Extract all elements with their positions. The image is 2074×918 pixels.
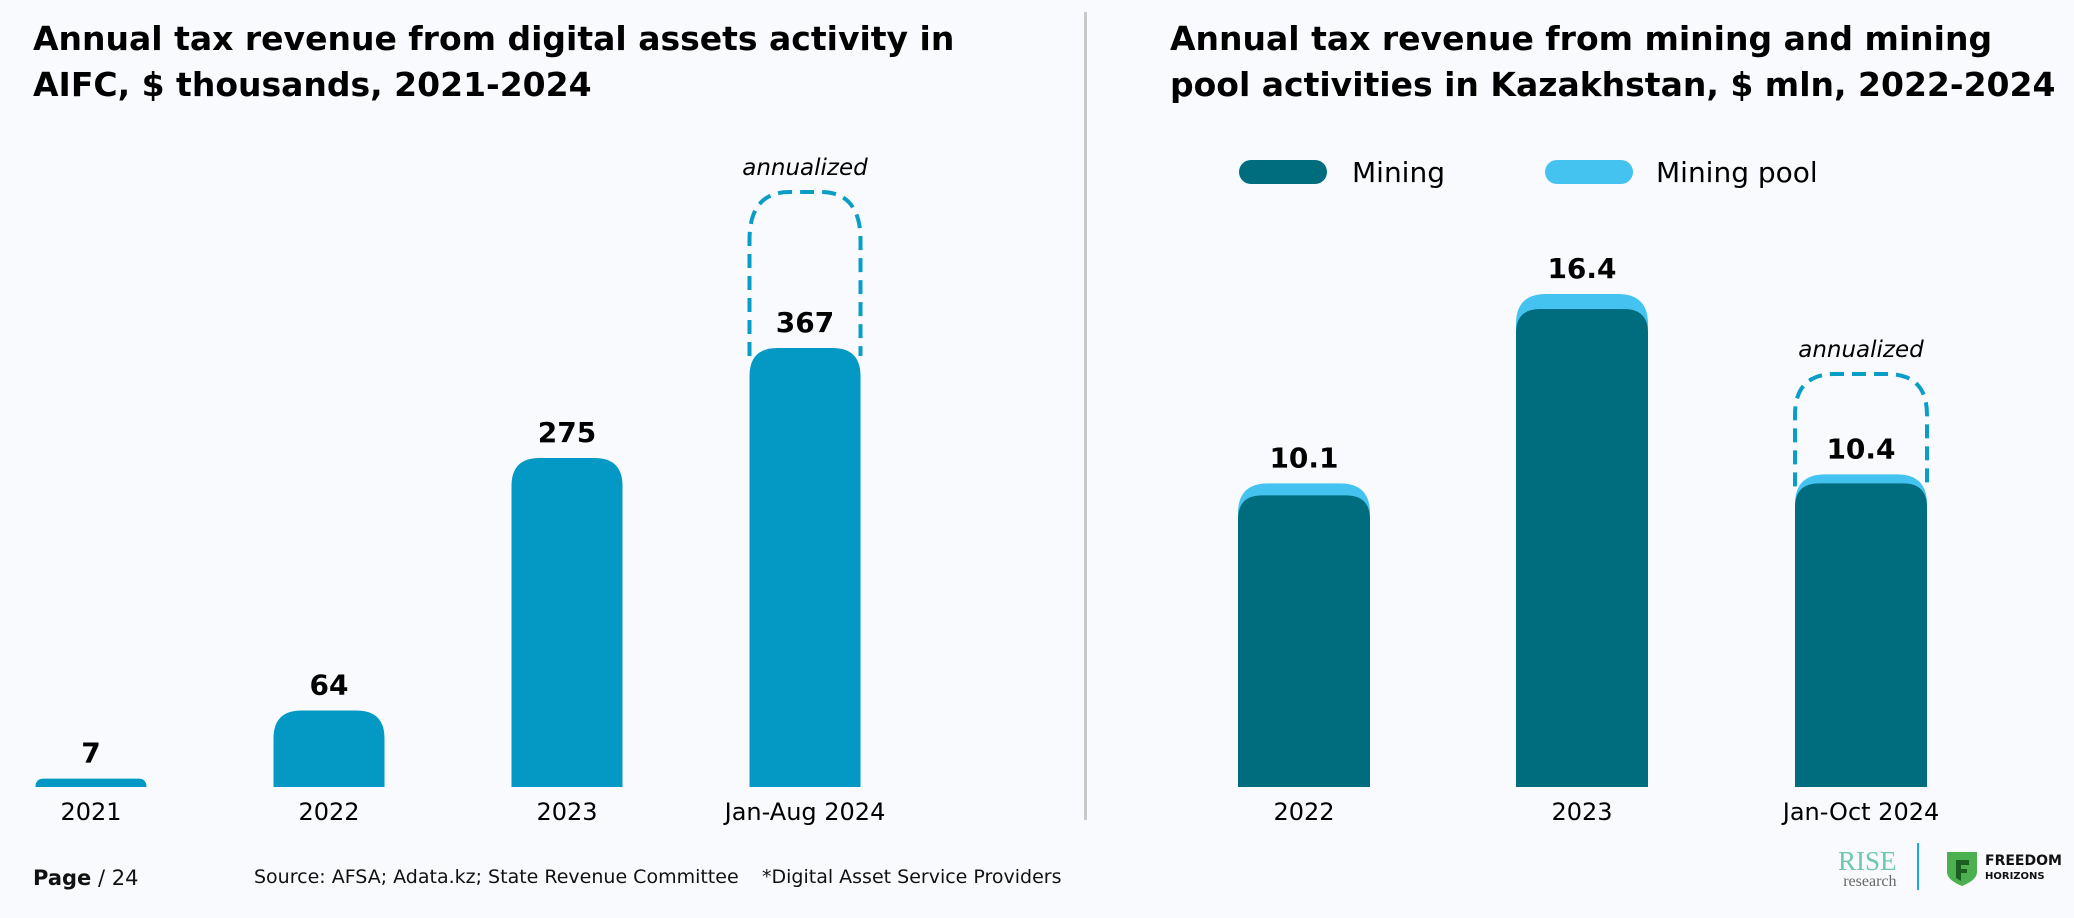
category-label: 2023	[1551, 798, 1612, 826]
rise-logo-sub: research	[1843, 873, 1897, 890]
legend-swatch-mining-pool	[1545, 160, 1633, 184]
category-label: Jan-Oct 2024	[1781, 798, 1940, 826]
total-label: 10.1	[1269, 441, 1338, 474]
data-label: 275	[538, 416, 596, 449]
footnote: *Digital Asset Service Providers	[762, 866, 1062, 888]
source-note: Source: AFSA; Adata.kz; State Revenue Co…	[254, 866, 739, 888]
bar-segment-mining	[1516, 309, 1648, 787]
category-label: 2023	[536, 798, 597, 826]
category-label: 2022	[298, 798, 359, 826]
data-label: 64	[310, 668, 349, 701]
divider	[1084, 12, 1087, 820]
total-label: 10.4	[1826, 432, 1895, 465]
page-label: Page	[33, 866, 92, 890]
category-label: 2021	[60, 798, 121, 826]
freedom-logo-text: FREEDOM	[1985, 853, 2062, 869]
page-number: / 24	[97, 866, 139, 890]
rise-research-logo: RISE research	[1838, 848, 1897, 890]
bar-2021	[35, 778, 147, 787]
shield-icon	[1947, 852, 1977, 886]
logo-separator	[1917, 843, 1919, 890]
annualized-label: annualized	[742, 155, 868, 181]
bar-2022	[273, 710, 385, 787]
bar-Jan-Aug 2024	[749, 348, 861, 787]
annualized-outline	[747, 190, 863, 356]
annualized-outline	[1793, 372, 1929, 487]
page-indicator: Page / 24	[33, 866, 138, 890]
category-label: Jan-Aug 2024	[723, 798, 886, 826]
rise-logo-text: RISE	[1838, 846, 1897, 876]
legend-label: Mining pool	[1656, 156, 1818, 189]
data-label: 7	[81, 737, 100, 770]
data-label: 367	[776, 306, 834, 339]
right-chart-title: Annual tax revenue from mining and minin…	[1170, 19, 2056, 104]
ghost-label: 64	[1376, 728, 1409, 756]
legend-label: Mining	[1352, 156, 1445, 189]
legend-swatch-mining	[1239, 160, 1327, 184]
bar-2023	[511, 458, 623, 787]
annualized-label: annualized	[1798, 337, 1924, 363]
bar-segment-mining	[1238, 495, 1370, 787]
freedom-horizons-logo: FREEDOM HORIZONS	[1947, 852, 2062, 886]
total-label: 16.4	[1547, 252, 1616, 285]
left-chart-title: Annual tax revenue from digital assets a…	[33, 19, 955, 104]
bar-segment-mining	[1795, 483, 1927, 787]
freedom-logo-sub: HORIZONS	[1985, 871, 2045, 882]
category-label: 2022	[1273, 798, 1334, 826]
